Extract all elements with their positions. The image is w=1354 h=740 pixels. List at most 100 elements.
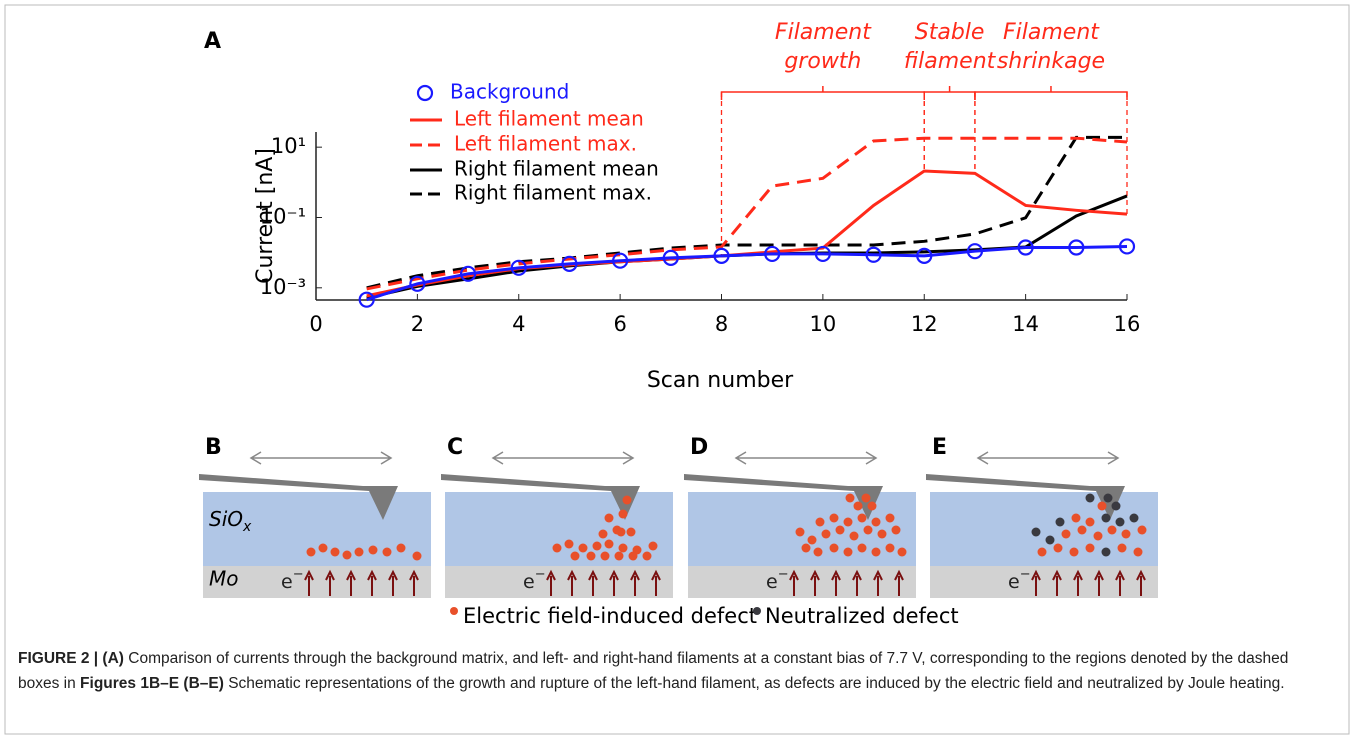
defect <box>619 544 628 553</box>
defect <box>1102 514 1111 523</box>
defect <box>615 552 624 561</box>
defect <box>1086 518 1095 527</box>
schematic-panel: De− <box>684 435 916 598</box>
y-tick-label: 10⁻³ <box>260 275 306 299</box>
defect <box>1112 502 1121 511</box>
defect <box>898 548 907 557</box>
defect <box>1130 514 1139 523</box>
legend-marker <box>753 607 761 615</box>
electron: e <box>1008 571 1020 593</box>
defect <box>383 548 392 557</box>
defect <box>1054 544 1063 553</box>
defect <box>565 540 574 549</box>
defect <box>1094 532 1103 541</box>
page: A Scan number Current [nA] 0246810121416… <box>0 0 1354 740</box>
x-tick-label: 16 <box>1114 312 1141 336</box>
electron: e <box>281 571 293 593</box>
defect <box>649 542 658 551</box>
panel-label: C <box>447 435 463 460</box>
defect <box>619 510 628 519</box>
x-tick-label: 8 <box>715 312 728 336</box>
defect <box>1118 544 1127 553</box>
y-tick-label: 10⁻¹ <box>260 204 306 228</box>
x-tick-label: 2 <box>411 312 424 336</box>
defect <box>878 530 887 539</box>
defect <box>1122 530 1131 539</box>
defect <box>627 528 636 537</box>
legend-label: Left filament max. <box>454 132 637 156</box>
defect <box>808 536 817 545</box>
defect <box>617 528 626 537</box>
annotation-bracket <box>975 86 1127 100</box>
x-tick-label: 6 <box>613 312 626 336</box>
annotation-label: Filament <box>775 20 872 45</box>
defect <box>571 552 580 561</box>
defect <box>1134 548 1143 557</box>
defect <box>593 542 602 551</box>
electron: e <box>523 571 535 593</box>
defect <box>397 544 406 553</box>
schematic-panel: Ce− <box>441 435 673 598</box>
defect <box>850 532 859 541</box>
panel-label: A <box>204 29 221 54</box>
scan-arrow <box>978 452 1118 464</box>
oxide-sub: x <box>242 519 252 535</box>
scan-arrow <box>493 452 633 464</box>
defect <box>1062 530 1071 539</box>
x-tick-label: 14 <box>1012 312 1039 336</box>
defect <box>830 544 839 553</box>
defect <box>846 494 855 503</box>
defect <box>553 544 562 553</box>
figure: A Scan number Current [nA] 0246810121416… <box>0 0 1354 740</box>
x-tick-label: 12 <box>911 312 938 336</box>
defect <box>796 528 805 537</box>
legend-marker <box>418 86 432 100</box>
annotation-label: Filament <box>1003 20 1100 45</box>
x-tick-label: 10 <box>810 312 837 336</box>
defect <box>355 548 364 557</box>
defect <box>623 496 632 505</box>
y-tick-label: 10¹ <box>271 134 306 158</box>
defect <box>858 544 867 553</box>
electron-sup: − <box>778 567 789 582</box>
defect <box>629 552 638 561</box>
defect <box>601 552 610 561</box>
caption-bold: FIGURE 2 | (A) <box>18 650 124 667</box>
panel-label: B <box>205 435 222 460</box>
defect <box>1038 548 1047 557</box>
defect <box>605 514 614 523</box>
defect <box>892 526 901 535</box>
annotation-bracket <box>722 86 925 100</box>
defect <box>816 518 825 527</box>
defect <box>369 546 378 555</box>
legend-label: Right filament mean <box>454 157 659 181</box>
electron-sup: − <box>293 567 304 582</box>
defect <box>643 552 652 561</box>
defect <box>844 518 853 527</box>
defect <box>343 551 352 560</box>
caption: FIGURE 2 | (A) Comparison of currents th… <box>18 646 1328 696</box>
series-line <box>367 246 1127 299</box>
schematic-panel: Ee− <box>926 435 1158 598</box>
defect <box>587 552 596 561</box>
electron-sup: − <box>535 567 546 582</box>
defect <box>319 544 328 553</box>
defect <box>854 502 863 511</box>
defect <box>605 540 614 549</box>
oxide-layer <box>445 492 673 566</box>
defect <box>830 514 839 523</box>
annotation-label: shrinkage <box>997 49 1105 74</box>
caption-text: Schematic representations of the growth … <box>224 675 1285 692</box>
defect <box>886 514 895 523</box>
defect <box>802 544 811 553</box>
x-axis-label: Scan number <box>647 368 794 393</box>
defect <box>1108 526 1117 535</box>
defect <box>844 548 853 557</box>
defect <box>1032 528 1041 537</box>
defect <box>579 544 588 553</box>
defect <box>872 518 881 527</box>
scan-arrow <box>251 452 391 464</box>
defect <box>1138 526 1147 535</box>
defect <box>836 526 845 535</box>
defect <box>886 544 895 553</box>
